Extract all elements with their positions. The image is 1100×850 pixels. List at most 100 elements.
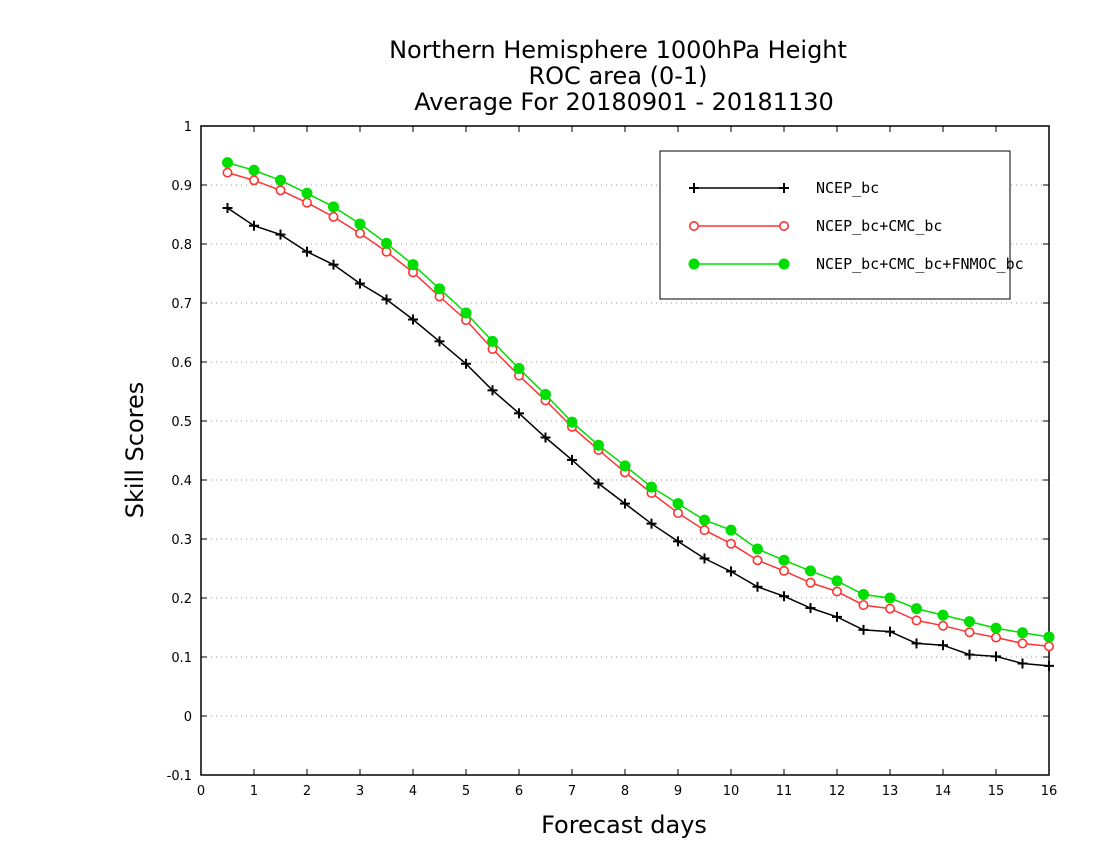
x-tick-label: 8 bbox=[621, 784, 629, 799]
data-point bbox=[567, 454, 577, 465]
data-point bbox=[301, 197, 312, 208]
data-point bbox=[1017, 658, 1028, 669]
y-tick-label: 0.7 bbox=[171, 297, 192, 312]
data-point bbox=[408, 314, 418, 325]
data-point bbox=[779, 591, 789, 602]
data-point bbox=[858, 624, 869, 635]
data-point bbox=[381, 237, 392, 249]
legend-item: NCEP_bc bbox=[689, 179, 879, 197]
data-point bbox=[540, 388, 551, 400]
data-point bbox=[328, 259, 339, 270]
data-point bbox=[275, 174, 286, 186]
data-point bbox=[434, 283, 445, 295]
x-tick-label: 16 bbox=[1041, 784, 1058, 799]
y-tick-label: 0.4 bbox=[171, 474, 192, 489]
data-point bbox=[699, 514, 710, 526]
data-point bbox=[937, 609, 949, 621]
data-point bbox=[248, 164, 260, 176]
x-tick-label: 13 bbox=[882, 784, 899, 799]
y-tick-label: 0.8 bbox=[171, 238, 192, 253]
data-point bbox=[937, 620, 948, 631]
data-point bbox=[778, 554, 790, 566]
legend-box bbox=[659, 150, 1011, 300]
data-point bbox=[884, 592, 896, 604]
x-tick-label: 3 bbox=[356, 784, 364, 799]
data-point bbox=[222, 167, 233, 178]
legend-marker bbox=[779, 183, 789, 193]
data-point bbox=[249, 175, 260, 186]
data-point bbox=[514, 408, 524, 419]
data-point bbox=[302, 246, 312, 257]
y-tick-label: 0.6 bbox=[171, 356, 192, 371]
data-point bbox=[1017, 638, 1028, 649]
data-point bbox=[275, 229, 286, 240]
y-tick-label: 0.5 bbox=[171, 415, 192, 430]
legend-marker bbox=[778, 258, 790, 270]
y-tick-label: 0 bbox=[184, 710, 192, 725]
data-point bbox=[646, 518, 657, 529]
legend-item: NCEP_bc+CMC_bc bbox=[688, 217, 942, 235]
data-point bbox=[964, 627, 975, 638]
data-point bbox=[620, 498, 630, 509]
series-1 bbox=[222, 203, 1054, 671]
x-tick-label: 7 bbox=[568, 784, 576, 799]
series-3 bbox=[222, 157, 1055, 643]
data-point bbox=[1043, 631, 1055, 643]
data-point bbox=[301, 187, 313, 199]
data-point bbox=[461, 358, 471, 369]
data-point bbox=[355, 278, 365, 289]
y-axis-label: Skill Scores bbox=[121, 382, 149, 519]
legend-label: NCEP_bc+CMC_bc+FNMOC_bc bbox=[816, 255, 1024, 273]
y-tick-label: 0.3 bbox=[171, 533, 192, 548]
data-point bbox=[1044, 641, 1055, 652]
legend-marker bbox=[778, 221, 789, 232]
data-point bbox=[249, 220, 259, 231]
data-point bbox=[752, 555, 763, 566]
x-tick-label: 15 bbox=[988, 784, 1005, 799]
x-tick-label: 9 bbox=[674, 784, 682, 799]
data-point bbox=[619, 460, 631, 472]
data-point bbox=[513, 362, 525, 374]
data-point bbox=[646, 481, 657, 493]
y-tick-label: -0.1 bbox=[167, 769, 192, 784]
y-tick-label: 0.2 bbox=[171, 592, 192, 607]
data-point bbox=[911, 638, 922, 649]
legend-marker bbox=[688, 221, 699, 232]
data-point bbox=[964, 616, 975, 628]
data-point bbox=[726, 566, 736, 577]
legend-label: NCEP_bc+CMC_bc bbox=[816, 217, 942, 235]
data-point bbox=[831, 586, 842, 597]
data-point bbox=[884, 603, 895, 614]
x-tick-label: 0 bbox=[197, 784, 205, 799]
axis-ticks: -0.100.10.20.30.40.50.60.70.80.910 1 2 3 4 5 6… bbox=[167, 120, 1058, 799]
x-tick-label: 11 bbox=[776, 784, 793, 799]
data-point bbox=[831, 575, 843, 587]
data-point bbox=[487, 385, 498, 396]
y-tick-label: 0.1 bbox=[171, 651, 192, 666]
data-point bbox=[540, 432, 551, 443]
data-point bbox=[990, 632, 1001, 643]
x-tick-label: 5 bbox=[462, 784, 470, 799]
data-point bbox=[460, 307, 472, 319]
data-point bbox=[805, 565, 816, 577]
data-point bbox=[1017, 627, 1028, 639]
data-point bbox=[381, 294, 392, 305]
data-point bbox=[222, 157, 233, 169]
data-point bbox=[1044, 660, 1054, 671]
legend: NCEP_bc NCEP_bc+CMC_bc NCEP_bc+CMC_bc+FNMO… bbox=[659, 150, 1024, 300]
data-point bbox=[434, 336, 445, 347]
data-point bbox=[328, 201, 339, 213]
data-point bbox=[593, 439, 604, 451]
data-point bbox=[699, 553, 710, 564]
data-point bbox=[672, 498, 684, 510]
x-tick-label: 12 bbox=[829, 784, 846, 799]
y-tick-label: 0.9 bbox=[171, 179, 192, 194]
data-point bbox=[672, 508, 683, 519]
x-axis-label: Forecast days bbox=[541, 811, 707, 839]
legend-label: NCEP_bc bbox=[816, 179, 879, 197]
series-line bbox=[227, 207, 1050, 667]
x-tick-label: 1 bbox=[250, 784, 258, 799]
data-point bbox=[275, 185, 286, 196]
legend-marker bbox=[688, 258, 700, 270]
